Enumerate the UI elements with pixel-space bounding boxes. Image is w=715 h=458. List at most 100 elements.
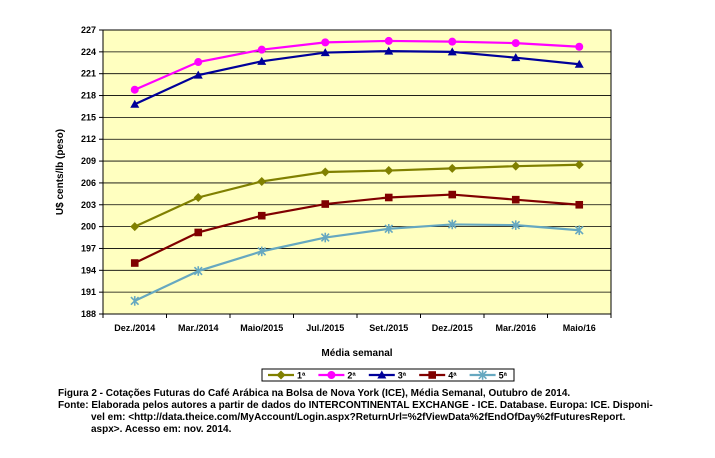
x-tick-label: Jul./2015 — [306, 323, 344, 333]
x-tick-label: Dez./2014 — [114, 323, 155, 333]
data-point — [511, 195, 520, 204]
legend-item: 2ª — [318, 371, 356, 381]
legend-label: 3ª — [398, 371, 407, 381]
data-point — [384, 36, 393, 45]
line-chart: Dez./2014 Mar./2014 Maio/2015 Jul./2015 Set.… — [55, 25, 612, 382]
data-point — [574, 225, 584, 236]
plot-area — [102, 29, 612, 315]
data-point — [384, 193, 393, 202]
data-point — [511, 39, 520, 48]
legend-marker — [276, 370, 286, 380]
x-tick-label: Dez./2015 — [432, 323, 473, 333]
y-tick-label: 224 — [81, 47, 96, 57]
data-point — [193, 266, 203, 276]
series-line — [134, 223, 580, 302]
data-point — [320, 167, 330, 177]
data-point — [384, 224, 394, 234]
series-line — [134, 39, 580, 91]
data-point — [511, 53, 521, 62]
data-point — [384, 166, 394, 176]
data-point — [257, 211, 266, 220]
series-3 — [130, 46, 584, 108]
series-line — [134, 163, 580, 228]
caption-source-url: vel em: <http://data.theice.com/MyAccoun… — [91, 412, 626, 423]
series-line — [134, 193, 580, 265]
series-4 — [130, 190, 584, 267]
y-tick-label: 200 — [81, 222, 96, 232]
x-axis-title: Média semanal — [321, 348, 392, 359]
legend-label: 1ª — [297, 371, 306, 381]
caption-source: Fonte: Elaborada pelos autores a partir … — [58, 400, 653, 411]
legend-marker — [478, 370, 487, 380]
data-point — [130, 222, 140, 232]
y-tick-label: 227 — [81, 25, 96, 35]
x-tick-label: Maio/2015 — [240, 323, 283, 333]
data-point — [447, 163, 457, 173]
data-point — [447, 47, 457, 56]
data-point — [130, 99, 140, 108]
y-tick-label: 191 — [81, 287, 96, 297]
legend-label: 4ª — [448, 371, 457, 381]
data-point — [130, 85, 139, 94]
y-tick-label: 188 — [81, 309, 96, 319]
legend-label: 2ª — [347, 371, 356, 381]
data-point — [193, 70, 203, 79]
series-5 — [130, 219, 584, 306]
y-tick-label: 212 — [81, 134, 96, 144]
data-point — [511, 220, 521, 230]
data-point — [130, 259, 139, 267]
series-lines — [130, 36, 584, 306]
data-point — [448, 190, 457, 199]
x-tick-label: Maio/16 — [563, 323, 596, 333]
data-point — [320, 48, 330, 57]
y-axis-ticks: 188 191 194 197 200 203 206 209 212 215 218 221 224 2… — [81, 25, 103, 319]
legend-item: 5ª — [469, 370, 508, 381]
data-point — [257, 56, 267, 65]
x-tick-label: Mar./2014 — [178, 323, 219, 333]
data-point — [448, 37, 457, 46]
data-point — [257, 246, 267, 257]
legend-item: 3ª — [368, 370, 407, 381]
data-point — [321, 38, 330, 47]
y-tick-label: 218 — [81, 91, 96, 101]
x-tick-label: Mar./2016 — [495, 323, 536, 333]
y-tick-label: 203 — [81, 200, 96, 210]
y-axis-title: U$ cents/lb (peso) — [55, 129, 66, 215]
legend-marker — [377, 370, 387, 379]
legend-label: 5ª — [499, 371, 508, 381]
y-tick-label: 197 — [81, 243, 96, 253]
data-point — [320, 232, 330, 243]
data-point — [194, 228, 203, 237]
legend: 1ª 2ª 3ª 4ª 5ª — [261, 368, 515, 382]
data-point — [257, 45, 266, 54]
data-point — [575, 200, 584, 209]
caption-title: Figura 2 - Cotações Futuras do Café Aráb… — [58, 388, 571, 399]
data-point — [194, 58, 203, 67]
data-point — [575, 42, 584, 51]
y-tick-label: 209 — [81, 156, 96, 166]
y-tick-label: 206 — [81, 178, 96, 188]
data-point — [193, 192, 203, 202]
data-point — [384, 46, 394, 55]
legend-item: 1ª — [268, 370, 306, 381]
data-point — [130, 296, 140, 306]
figure-caption: Figura 2 - Cotações Futuras do Café Aráb… — [58, 388, 658, 436]
data-point — [447, 219, 457, 230]
series-2 — [130, 36, 584, 94]
x-axis-ticks: Dez./2014 Mar./2014 Maio/2015 Jul./2015 Set.… — [102, 314, 612, 333]
series-line — [134, 50, 580, 106]
data-point — [574, 160, 584, 170]
data-point — [257, 176, 267, 186]
x-tick-label: Set./2015 — [369, 323, 408, 333]
caption-source-access: aspx>. Acesso em: nov. 2014. — [91, 424, 232, 435]
legend-marker — [327, 371, 336, 379]
data-point — [511, 161, 521, 171]
y-tick-label: 221 — [81, 69, 96, 79]
y-tick-label: 215 — [81, 112, 96, 122]
data-point — [321, 200, 330, 208]
legend-item: 4ª — [419, 371, 457, 381]
series-1 — [130, 160, 584, 232]
data-point — [574, 59, 584, 68]
y-tick-label: 194 — [81, 265, 96, 275]
legend-marker — [428, 371, 436, 379]
